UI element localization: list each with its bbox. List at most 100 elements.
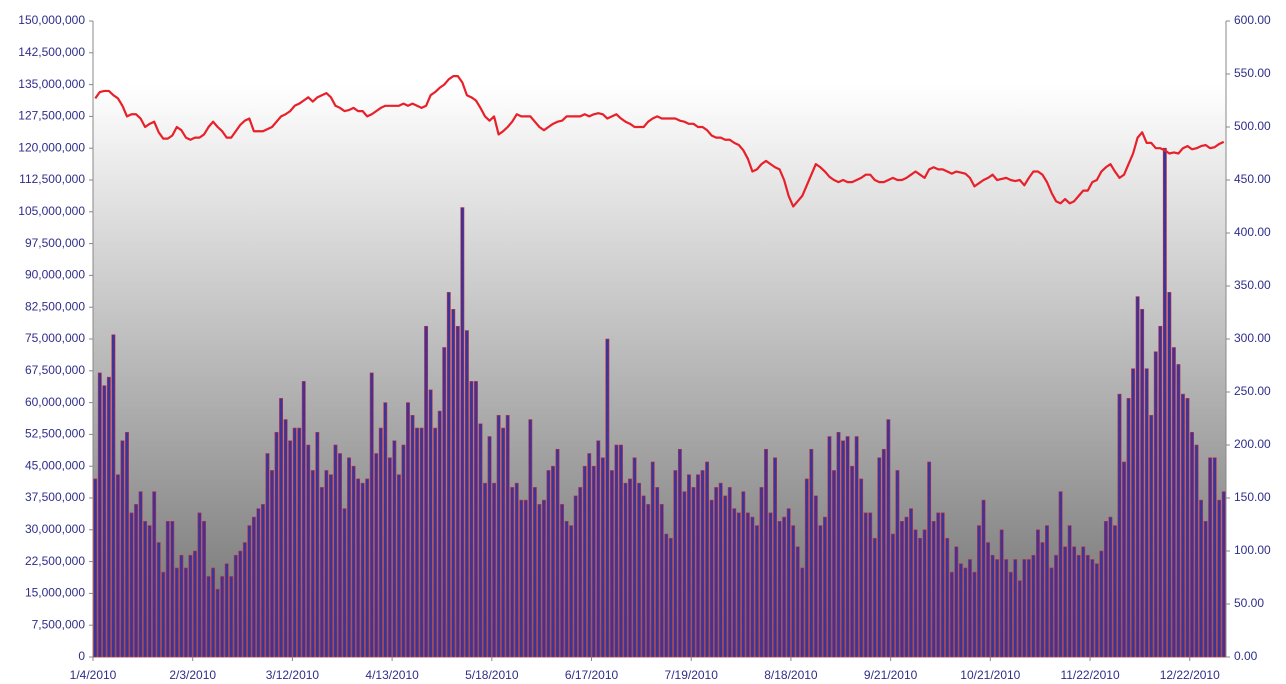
volume-bar [745, 512, 750, 658]
volume-bar [714, 487, 719, 658]
volume-bar [410, 415, 415, 658]
volume-bar [1058, 491, 1063, 658]
volume-bar [451, 309, 456, 658]
volume-bar [224, 563, 229, 658]
volume-bar [782, 516, 787, 658]
x-tick-label: 2/3/2010 [169, 668, 216, 682]
volume-bar [442, 347, 447, 658]
x-tick-label: 7/19/2010 [665, 668, 719, 682]
volume-bar [560, 504, 564, 658]
y-tick-label: 127,500,000 [18, 109, 85, 123]
volume-bar [1126, 398, 1131, 658]
y-tick-label: 60,000,000 [25, 395, 85, 409]
volume-bar [664, 533, 669, 658]
volume-bar [614, 444, 619, 658]
volume-bar [551, 465, 555, 658]
y2-tick-label: 350.00 [1234, 278, 1271, 292]
volume-bar [1067, 525, 1072, 658]
y-tick-label: 37,500,000 [25, 490, 85, 504]
volume-bar [569, 525, 574, 658]
volume-bar [229, 576, 234, 658]
volume-bar [1035, 529, 1040, 658]
volume-bar [659, 504, 664, 658]
volume-bar [374, 453, 379, 658]
volume-bar [174, 567, 179, 658]
volume-bar [977, 525, 981, 658]
volume-bar [138, 491, 143, 658]
y-tick-label: 75,000,000 [25, 331, 85, 345]
volume-bar [646, 504, 651, 658]
volume-bar [591, 465, 596, 658]
volume-bar [102, 385, 107, 658]
y-tick-label: 30,000,000 [25, 522, 85, 536]
volume-bar [673, 470, 678, 658]
volume-bar [791, 525, 796, 658]
volume-bar [115, 474, 120, 658]
volume-bar [736, 512, 741, 658]
volume-bar [1013, 559, 1018, 658]
volume-bar [596, 440, 601, 658]
volume-bar [315, 431, 320, 658]
x-tick-label: 4/13/2010 [365, 668, 419, 682]
volume-bar [111, 334, 116, 658]
volume-bar [528, 419, 533, 658]
volume-bar [990, 554, 995, 658]
volume-bar [1054, 554, 1058, 658]
volume-bar [505, 415, 510, 658]
volume-bar [623, 482, 628, 658]
volume-bar [759, 487, 764, 658]
volume-bar [324, 470, 329, 658]
volume-bar [1162, 147, 1167, 658]
volume-bar [949, 571, 954, 658]
volume-bar [931, 521, 936, 658]
volume-bar [1217, 499, 1222, 658]
volume-bar [918, 537, 923, 658]
volume-bar [202, 521, 206, 658]
volume-bar [1158, 325, 1163, 658]
volume-bar [809, 448, 814, 658]
volume-bar [968, 559, 972, 658]
y2-tick-label: 100.00 [1234, 543, 1271, 557]
volume-bar [179, 554, 184, 658]
volume-bar [877, 457, 882, 658]
volume-bar [215, 588, 220, 658]
volume-bar [319, 487, 324, 658]
x-tick-label: 8/18/2010 [764, 668, 818, 682]
volume-bar [514, 482, 519, 658]
volume-bar [1008, 571, 1013, 658]
volume-bar [619, 444, 623, 658]
volume-bar [261, 504, 265, 658]
volume-bar [206, 576, 211, 658]
y2-tick-label: 0.00 [1234, 649, 1258, 663]
volume-bar [628, 478, 632, 658]
volume-bar [845, 436, 850, 658]
volume-bar [1085, 554, 1090, 658]
y-tick-label: 112,500,000 [19, 172, 85, 186]
volume-bar [900, 521, 904, 658]
volume-bar [125, 431, 129, 658]
volume-bar [872, 537, 877, 658]
volume-bar [1153, 351, 1158, 658]
y2-tick-label: 150.00 [1234, 490, 1271, 504]
volume-bar [347, 457, 351, 658]
volume-bar [1203, 521, 1208, 658]
volume-bar [609, 470, 614, 658]
volume-bar [523, 499, 528, 658]
volume-bar [786, 508, 791, 658]
y2-tick-label: 300.00 [1234, 331, 1271, 345]
volume-bar [700, 470, 705, 658]
volume-bar [478, 423, 483, 658]
volume-bar [301, 381, 306, 658]
y-tick-label: 135,000,000 [18, 77, 85, 91]
volume-bar [868, 512, 873, 658]
volume-bar [582, 465, 587, 658]
volume-bar [274, 431, 279, 658]
volume-bar [723, 495, 728, 658]
y2-tick-label: 500.00 [1234, 119, 1271, 133]
volume-bar [972, 571, 977, 658]
y-tick-label: 52,500,000 [25, 427, 85, 441]
volume-bar [469, 381, 474, 658]
volume-bar [170, 521, 175, 658]
volume-bar [750, 516, 755, 658]
